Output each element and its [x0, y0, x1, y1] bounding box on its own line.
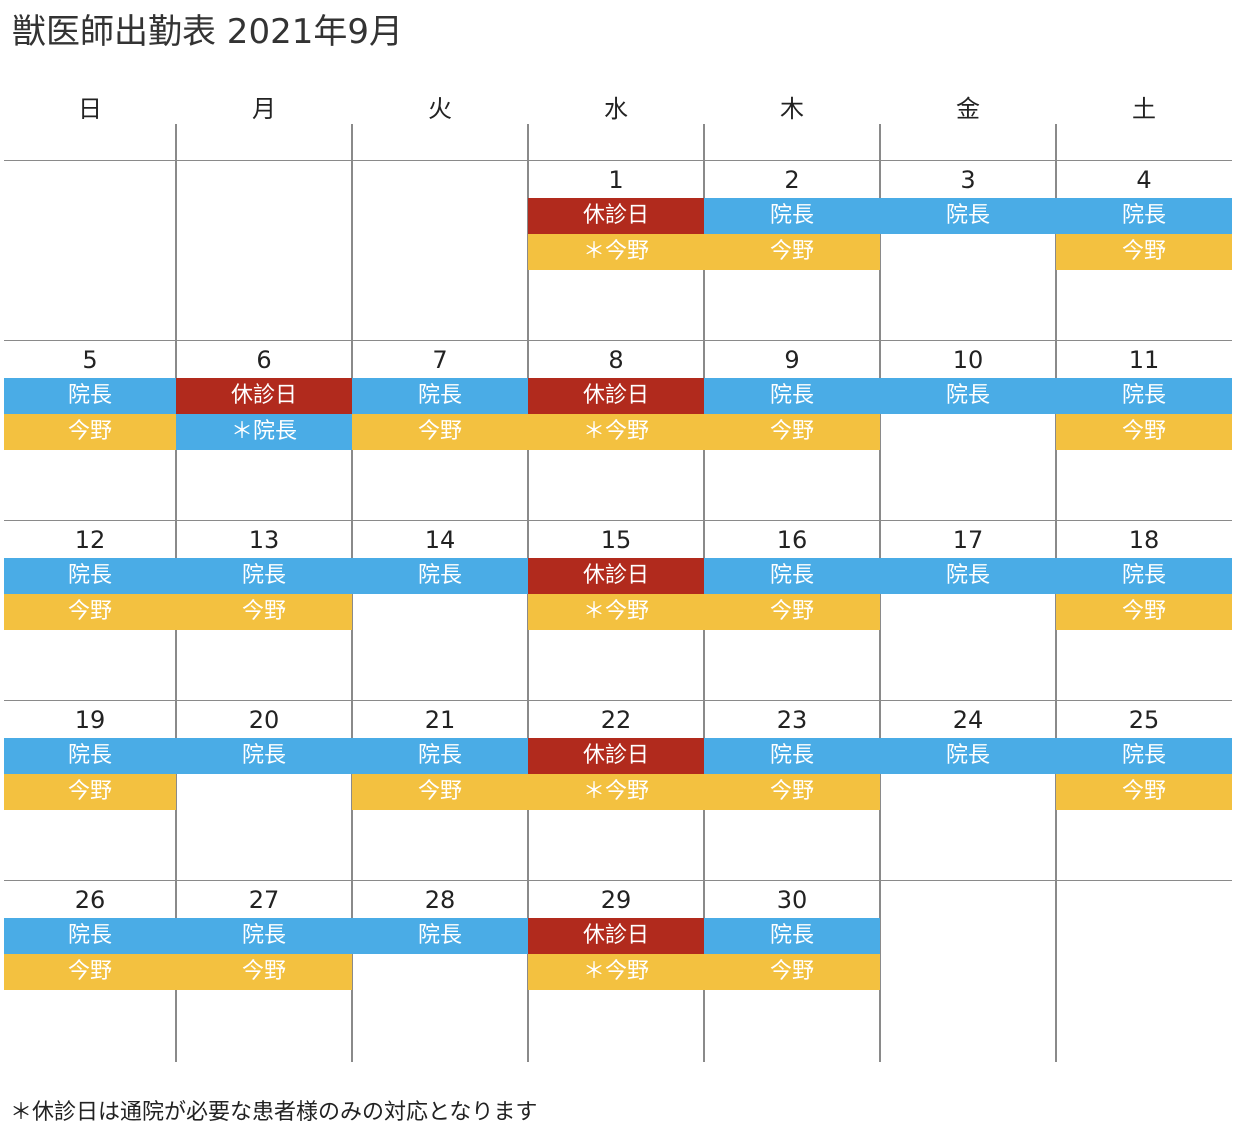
day-number: 11 — [1128, 346, 1160, 374]
shift-badge: 今野 — [1056, 414, 1232, 450]
shift-badge: 院長 — [704, 558, 880, 594]
day-number: 1 — [608, 166, 624, 194]
shift-badge: 院長 — [4, 918, 176, 954]
day-number: 10 — [952, 346, 984, 374]
shift-badge: 今野 — [4, 594, 176, 630]
shift-badge: 今野 — [1056, 234, 1232, 270]
shift-badge: 院長 — [1056, 378, 1232, 414]
weekday-header: 土 — [1132, 95, 1156, 123]
day-number: 27 — [248, 886, 280, 914]
shift-badge: 院長 — [880, 378, 1056, 414]
shift-badge: 院長 — [1056, 198, 1232, 234]
shift-badge: 院長 — [176, 918, 352, 954]
day-number: 30 — [776, 886, 808, 914]
day-number: 23 — [776, 706, 808, 734]
shift-badge: 院長 — [176, 558, 352, 594]
week-divider — [4, 340, 1232, 341]
shift-badge: 今野 — [704, 234, 880, 270]
footnote: ＊休診日は通院が必要な患者様のみの対応となります — [10, 1100, 538, 1125]
day-number: 22 — [600, 706, 632, 734]
weekday-header: 木 — [780, 95, 804, 123]
week-divider — [4, 700, 1232, 701]
shift-badge: 今野 — [4, 954, 176, 990]
shift-badge: 院長 — [880, 198, 1056, 234]
day-number: 5 — [82, 346, 98, 374]
shift-badge: 休診日 — [176, 378, 352, 414]
shift-badge: 今野 — [352, 414, 528, 450]
day-number: 21 — [424, 706, 456, 734]
shift-badge: 休診日 — [528, 738, 704, 774]
shift-badge: 院長 — [704, 198, 880, 234]
weekday-header: 日 — [78, 95, 102, 123]
day-number: 18 — [1128, 526, 1160, 554]
shift-badge: 院長 — [704, 918, 880, 954]
shift-badge: 院長 — [1056, 738, 1232, 774]
weekday-header: 月 — [252, 95, 276, 123]
day-number: 17 — [952, 526, 984, 554]
shift-badge: 休診日 — [528, 378, 704, 414]
shift-badge: 今野 — [1056, 774, 1232, 810]
shift-badge: ＊今野 — [528, 954, 704, 990]
day-number: 29 — [600, 886, 632, 914]
shift-badge: 院長 — [352, 378, 528, 414]
week-divider — [4, 160, 1232, 161]
week-divider — [4, 880, 1232, 881]
shift-badge: 院長 — [176, 738, 352, 774]
day-number: 3 — [960, 166, 976, 194]
day-number: 7 — [432, 346, 448, 374]
shift-badge: 院長 — [1056, 558, 1232, 594]
shift-badge: 今野 — [704, 414, 880, 450]
shift-badge: 今野 — [4, 414, 176, 450]
day-number: 9 — [784, 346, 800, 374]
day-number: 16 — [776, 526, 808, 554]
shift-badge: 今野 — [704, 594, 880, 630]
shift-badge: 今野 — [704, 954, 880, 990]
shift-badge: ＊今野 — [528, 234, 704, 270]
shift-badge: ＊今野 — [528, 774, 704, 810]
weekday-header: 金 — [956, 95, 980, 123]
day-number: 24 — [952, 706, 984, 734]
shift-badge: 今野 — [176, 594, 352, 630]
shift-badge: 院長 — [880, 738, 1056, 774]
weekday-header: 水 — [604, 95, 628, 123]
page-title: 獣医師出勤表 2021年9月 — [12, 12, 403, 52]
shift-badge: 院長 — [704, 378, 880, 414]
shift-badge: 院長 — [352, 738, 528, 774]
shift-badge: 休診日 — [528, 558, 704, 594]
day-number: 13 — [248, 526, 280, 554]
week-divider — [4, 520, 1232, 521]
shift-badge: 今野 — [352, 774, 528, 810]
day-number: 25 — [1128, 706, 1160, 734]
shift-badge: 院長 — [880, 558, 1056, 594]
weekday-header: 火 — [428, 95, 452, 123]
shift-badge: 院長 — [352, 558, 528, 594]
shift-badge: 今野 — [704, 774, 880, 810]
day-number: 8 — [608, 346, 624, 374]
day-number: 12 — [74, 526, 106, 554]
day-number: 28 — [424, 886, 456, 914]
day-number: 4 — [1136, 166, 1152, 194]
day-number: 2 — [784, 166, 800, 194]
shift-badge: ＊今野 — [528, 594, 704, 630]
shift-badge: 院長 — [4, 738, 176, 774]
shift-badge: 今野 — [4, 774, 176, 810]
shift-badge: 院長 — [704, 738, 880, 774]
shift-badge: 休診日 — [528, 198, 704, 234]
day-number: 6 — [256, 346, 272, 374]
shift-badge: 今野 — [1056, 594, 1232, 630]
shift-badge: 今野 — [176, 954, 352, 990]
shift-badge: ＊院長 — [176, 414, 352, 450]
day-number: 14 — [424, 526, 456, 554]
day-number: 19 — [74, 706, 106, 734]
shift-badge: 院長 — [4, 378, 176, 414]
shift-badge: 休診日 — [528, 918, 704, 954]
shift-badge: 院長 — [4, 558, 176, 594]
day-number: 15 — [600, 526, 632, 554]
day-number: 26 — [74, 886, 106, 914]
day-number: 20 — [248, 706, 280, 734]
shift-badge: 院長 — [352, 918, 528, 954]
shift-badge: ＊今野 — [528, 414, 704, 450]
